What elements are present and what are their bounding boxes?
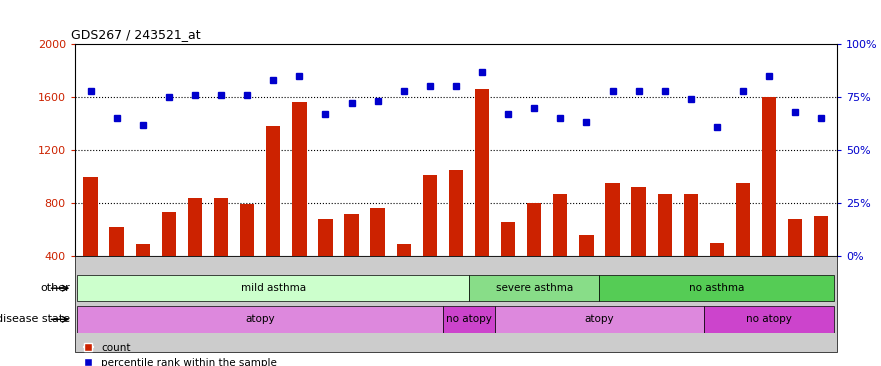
Bar <box>344 214 359 309</box>
Bar <box>78 306 443 332</box>
Text: other: other <box>41 283 70 293</box>
Text: severe asthma: severe asthma <box>496 283 573 293</box>
Bar <box>599 275 834 302</box>
Bar <box>527 203 542 309</box>
Bar <box>495 306 704 332</box>
Bar <box>75 256 837 352</box>
Bar <box>84 177 98 309</box>
Bar <box>553 194 567 309</box>
Bar <box>78 275 469 302</box>
Bar <box>501 222 515 309</box>
Text: mild asthma: mild asthma <box>241 283 306 293</box>
Legend: count, percentile rank within the sample: count, percentile rank within the sample <box>80 339 281 366</box>
Bar <box>605 183 619 309</box>
Text: no atopy: no atopy <box>746 314 792 324</box>
Text: atopy: atopy <box>246 314 275 324</box>
Bar <box>579 235 594 309</box>
Bar <box>136 244 150 309</box>
Bar <box>214 198 228 309</box>
Bar <box>448 170 463 309</box>
Bar <box>710 243 724 309</box>
Bar <box>736 183 751 309</box>
Bar <box>443 306 495 332</box>
Bar <box>469 275 599 302</box>
Bar <box>188 198 202 309</box>
Bar <box>704 306 834 332</box>
Text: atopy: atopy <box>585 314 614 324</box>
Bar <box>632 187 646 309</box>
Text: no atopy: no atopy <box>446 314 492 324</box>
Bar <box>788 219 803 309</box>
Bar <box>318 219 333 309</box>
Text: GDS267 / 243521_at: GDS267 / 243521_at <box>71 28 201 41</box>
Bar <box>762 97 776 309</box>
Bar <box>161 212 176 309</box>
Bar <box>109 227 124 309</box>
Bar <box>240 205 255 309</box>
Bar <box>292 102 307 309</box>
Bar <box>475 89 489 309</box>
Bar <box>684 194 698 309</box>
Bar <box>814 216 828 309</box>
Bar <box>423 175 437 309</box>
Bar <box>370 209 385 309</box>
Bar <box>266 126 280 309</box>
Text: disease state: disease state <box>0 314 70 324</box>
Bar <box>657 194 672 309</box>
Text: no asthma: no asthma <box>689 283 744 293</box>
Bar <box>396 244 411 309</box>
